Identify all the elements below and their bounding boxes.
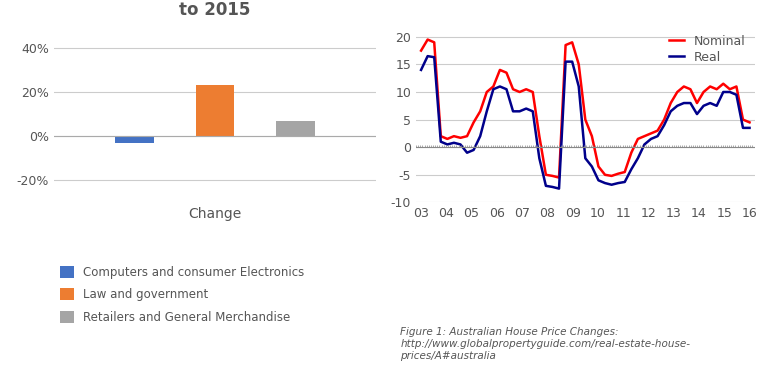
Nominal: [646, 131, 655, 135]
Real: [423, 54, 432, 59]
Nominal: [738, 117, 748, 122]
Text: Figure 1: Australian House Price Changes:
http://www.globalpropertyguide.com/rea: Figure 1: Australian House Price Changes…: [400, 328, 691, 361]
Real: [554, 186, 564, 191]
Real: [521, 106, 531, 111]
Nominal: [423, 37, 432, 42]
Nominal: [554, 176, 564, 180]
Line: Real: Real: [421, 56, 749, 188]
Nominal: [521, 87, 531, 92]
Real: [495, 84, 504, 89]
Legend: Nominal, Real: Nominal, Real: [667, 32, 748, 67]
Bar: [276, 121, 315, 136]
Real: [666, 109, 675, 113]
Bar: [196, 85, 235, 136]
Nominal: [666, 101, 675, 105]
Nominal: [417, 48, 426, 53]
Real: [745, 126, 754, 130]
Nominal: [495, 68, 504, 72]
Nominal: [528, 90, 537, 94]
Real: [528, 109, 537, 113]
Real: [738, 126, 748, 130]
Nominal: [745, 120, 754, 124]
Title: % change  in  Ave CPC from 2014
to 2015: % change in Ave CPC from 2014 to 2015: [60, 0, 370, 19]
Bar: [116, 136, 154, 143]
Real: [646, 137, 655, 141]
Legend: Computers and consumer Electronics, Law and government, Retailers and General Me: Computers and consumer Electronics, Law …: [60, 266, 305, 324]
Line: Nominal: Nominal: [421, 39, 749, 178]
Real: [417, 68, 426, 72]
